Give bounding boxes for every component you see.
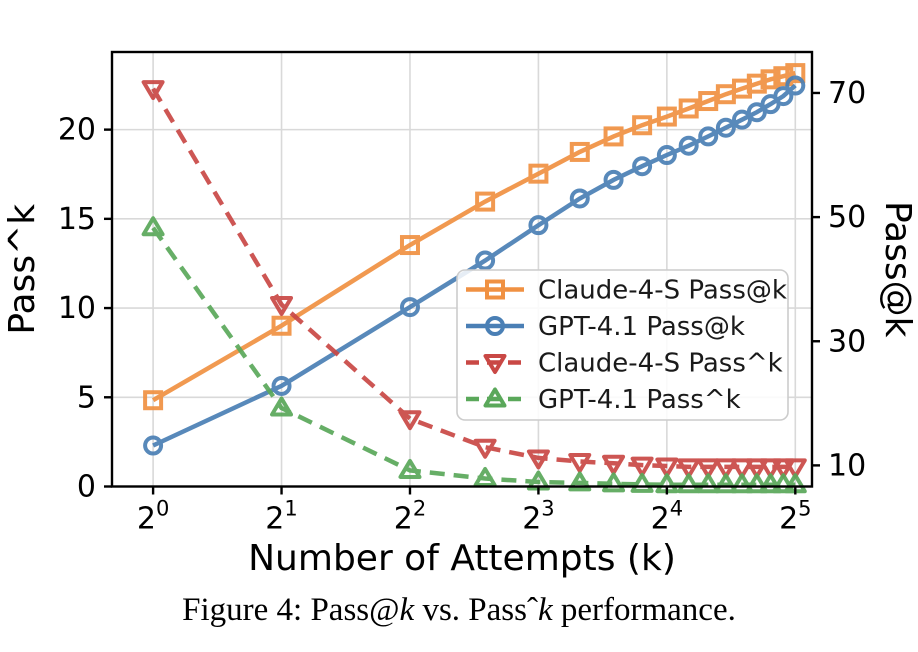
right-y-tick-label: 10	[828, 448, 866, 483]
caption-text: k	[399, 592, 415, 628]
right-y-tick-label: 30	[828, 324, 866, 359]
pass-at-k-vs-pass-hat-k-chart: 20 21 22 23 24 25 0 5 10 15 20 10 30 50 70 Number of At…	[2, 50, 918, 579]
legend-label: Claude-4-S Pass@k	[538, 276, 787, 306]
legend-label: GPT-4.1 Pass^k	[538, 385, 741, 415]
right-y-tick-label: 50	[828, 200, 866, 235]
left-y-tick-label: 15	[58, 202, 96, 237]
series-claude-4-s-passatk	[141, 80, 807, 479]
caption-text: k	[537, 592, 553, 628]
caption-text: vs. Passˆ	[414, 592, 538, 628]
legend-entry: Claude-4-S Pass@k	[466, 276, 787, 306]
caption-text: Figure 4: Pass@	[182, 592, 400, 628]
x-tick-label: 23	[522, 497, 554, 537]
legend-label: Claude-4-S Pass^k	[538, 349, 783, 379]
left-y-axis-label: Pass^k	[2, 204, 43, 335]
x-tick-label: 21	[265, 497, 297, 537]
figure-caption: Figure 4: Pass@k vs. Passˆk performance.	[0, 592, 918, 629]
x-tick-label: 22	[394, 497, 426, 537]
caption-text: performance.	[552, 592, 736, 628]
legend-entry: GPT-4.1 Pass@k	[466, 312, 745, 342]
legend-box	[456, 269, 789, 421]
pass-at-k-chart-figure: 20 21 22 23 24 25 0 5 10 15 20 10 30 50 70 Number of At…	[2, 50, 918, 579]
x-tick-label: 25	[779, 497, 811, 537]
legend-entry: GPT-4.1 Pass^k	[466, 385, 741, 415]
x-tick-label: 24	[651, 497, 683, 537]
right-y-tick-label: 70	[828, 76, 866, 111]
x-axis-label: Number of Attempts (k)	[248, 538, 676, 579]
plot-border	[110, 50, 814, 488]
legend: Claude-4-S Pass@k GPT-4.1 Pass@k Claude-4-…	[456, 269, 789, 421]
series-claude-4-s-passatk	[143, 63, 806, 411]
x-tick-label: 20	[137, 497, 169, 537]
right-y-axis-label: Pass@k	[877, 201, 918, 338]
legend-label: GPT-4.1 Pass@k	[538, 312, 745, 342]
left-y-tick-label: 0	[77, 470, 96, 505]
left-y-tick-label: 10	[58, 291, 96, 326]
left-y-tick-label: 5	[77, 380, 96, 415]
axes-ticks: 20 21 22 23 24 25 0 5 10 15 20 10 30 50 70	[58, 76, 866, 537]
left-y-tick-label: 20	[58, 113, 96, 148]
legend-entry: Claude-4-S Pass^k	[466, 349, 783, 379]
